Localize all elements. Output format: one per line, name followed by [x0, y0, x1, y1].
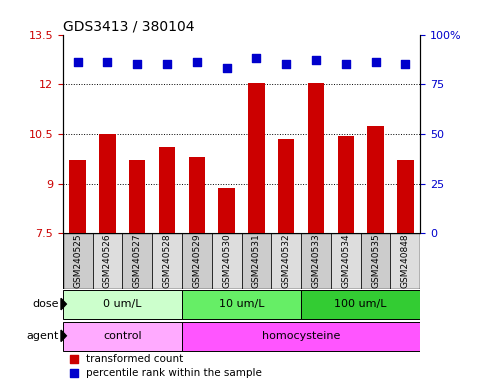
Text: GSM240848: GSM240848 — [401, 234, 410, 288]
Bar — [99, 134, 115, 233]
FancyBboxPatch shape — [390, 233, 420, 289]
Text: GSM240533: GSM240533 — [312, 233, 320, 288]
Polygon shape — [61, 298, 66, 310]
Point — [335, 300, 343, 306]
Bar — [129, 161, 145, 233]
FancyBboxPatch shape — [63, 233, 93, 289]
Point — [335, 174, 343, 180]
Text: GSM240530: GSM240530 — [222, 233, 231, 288]
FancyBboxPatch shape — [63, 290, 182, 319]
Text: 0 um/L: 0 um/L — [103, 299, 142, 309]
Point — [133, 61, 141, 68]
Text: GSM240527: GSM240527 — [133, 234, 142, 288]
FancyBboxPatch shape — [122, 233, 152, 289]
Text: dose: dose — [33, 299, 59, 309]
Text: GSM240534: GSM240534 — [341, 234, 350, 288]
Bar — [368, 126, 384, 233]
FancyBboxPatch shape — [301, 233, 331, 289]
Bar — [278, 139, 294, 233]
Text: GSM240532: GSM240532 — [282, 234, 291, 288]
Bar — [218, 189, 235, 233]
FancyBboxPatch shape — [152, 233, 182, 289]
Point — [193, 59, 201, 65]
Point — [163, 61, 171, 68]
Text: percentile rank within the sample: percentile rank within the sample — [86, 368, 262, 378]
Text: GSM240535: GSM240535 — [371, 233, 380, 288]
Text: homocysteine: homocysteine — [262, 331, 340, 341]
FancyBboxPatch shape — [182, 322, 420, 351]
Bar — [338, 136, 354, 233]
Bar — [189, 157, 205, 233]
FancyBboxPatch shape — [182, 233, 212, 289]
Text: GDS3413 / 380104: GDS3413 / 380104 — [63, 20, 194, 33]
FancyBboxPatch shape — [361, 233, 390, 289]
Bar — [248, 83, 265, 233]
Text: transformed count: transformed count — [86, 354, 183, 364]
Polygon shape — [61, 330, 66, 341]
FancyBboxPatch shape — [301, 290, 420, 319]
Text: GSM240529: GSM240529 — [192, 234, 201, 288]
Text: control: control — [103, 331, 142, 341]
Point — [401, 61, 409, 68]
Point — [342, 61, 350, 68]
Text: GSM240526: GSM240526 — [103, 234, 112, 288]
Text: GSM240531: GSM240531 — [252, 233, 261, 288]
FancyBboxPatch shape — [331, 233, 361, 289]
Text: 100 um/L: 100 um/L — [334, 299, 387, 309]
Point — [74, 59, 82, 65]
FancyBboxPatch shape — [271, 233, 301, 289]
Point — [312, 57, 320, 63]
Text: GSM240525: GSM240525 — [73, 234, 82, 288]
Point — [372, 59, 380, 65]
Text: GSM240528: GSM240528 — [163, 234, 171, 288]
Point — [282, 61, 290, 68]
Bar — [159, 147, 175, 233]
Point — [253, 55, 260, 61]
FancyBboxPatch shape — [182, 290, 301, 319]
Bar — [70, 161, 86, 233]
FancyBboxPatch shape — [242, 233, 271, 289]
FancyBboxPatch shape — [93, 233, 122, 289]
Bar — [397, 161, 413, 233]
Bar — [308, 83, 324, 233]
Text: agent: agent — [27, 331, 59, 341]
FancyBboxPatch shape — [212, 233, 242, 289]
FancyBboxPatch shape — [63, 322, 182, 351]
Text: 10 um/L: 10 um/L — [219, 299, 264, 309]
Point — [104, 59, 112, 65]
Point — [223, 65, 230, 71]
